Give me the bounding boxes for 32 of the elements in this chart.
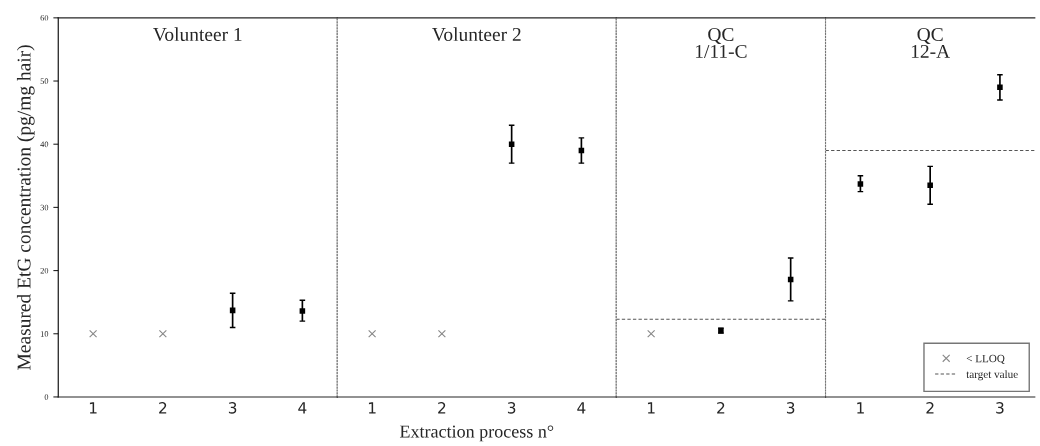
x-axis-title: Extraction process n° <box>399 425 554 442</box>
y-tick-label: 60 <box>40 15 49 21</box>
text: QC 1/11-C <box>695 27 747 58</box>
chart-title: Volunteer 1 <box>153 27 242 42</box>
x-tick-label: 3 <box>507 402 516 414</box>
x-tick-label: 4 <box>577 402 586 414</box>
x-tick-label: 3 <box>228 402 237 414</box>
x-tick-label: 1 <box>857 402 864 414</box>
x-tick-label: 1 <box>647 402 655 414</box>
y-tick-label: 0 <box>44 394 49 400</box>
x-tick-label: 2 <box>438 402 446 414</box>
x-tick-label: 1 <box>89 402 97 414</box>
point <box>89 329 98 338</box>
chart-title: Volunteer 2 <box>432 27 521 42</box>
text: QC 12-A <box>911 27 951 58</box>
y-tick-label: 30 <box>40 204 49 211</box>
legend-label: target value <box>966 370 1018 381</box>
x-tick-label: 4 <box>298 402 307 414</box>
x-tick-label: 2 <box>926 402 934 414</box>
x-tick-label: 3 <box>786 402 795 414</box>
y-axis-title: Measured EtG concentration (pg/mg hair) <box>16 45 35 370</box>
y-tick-label: 50 <box>40 78 49 84</box>
legend-label: < LLOQ <box>966 354 1005 364</box>
y-tick-label: 40 <box>40 141 49 148</box>
x-tick-label: 3 <box>996 402 1004 414</box>
point <box>299 308 306 314</box>
x-tick-label: 1 <box>368 402 376 414</box>
y-tick-label: 20 <box>40 267 49 274</box>
y-tick-label: 10 <box>40 331 49 337</box>
x-tick-label: 2 <box>159 402 167 414</box>
x-tick-label: 2 <box>717 402 725 414</box>
point <box>158 329 167 338</box>
